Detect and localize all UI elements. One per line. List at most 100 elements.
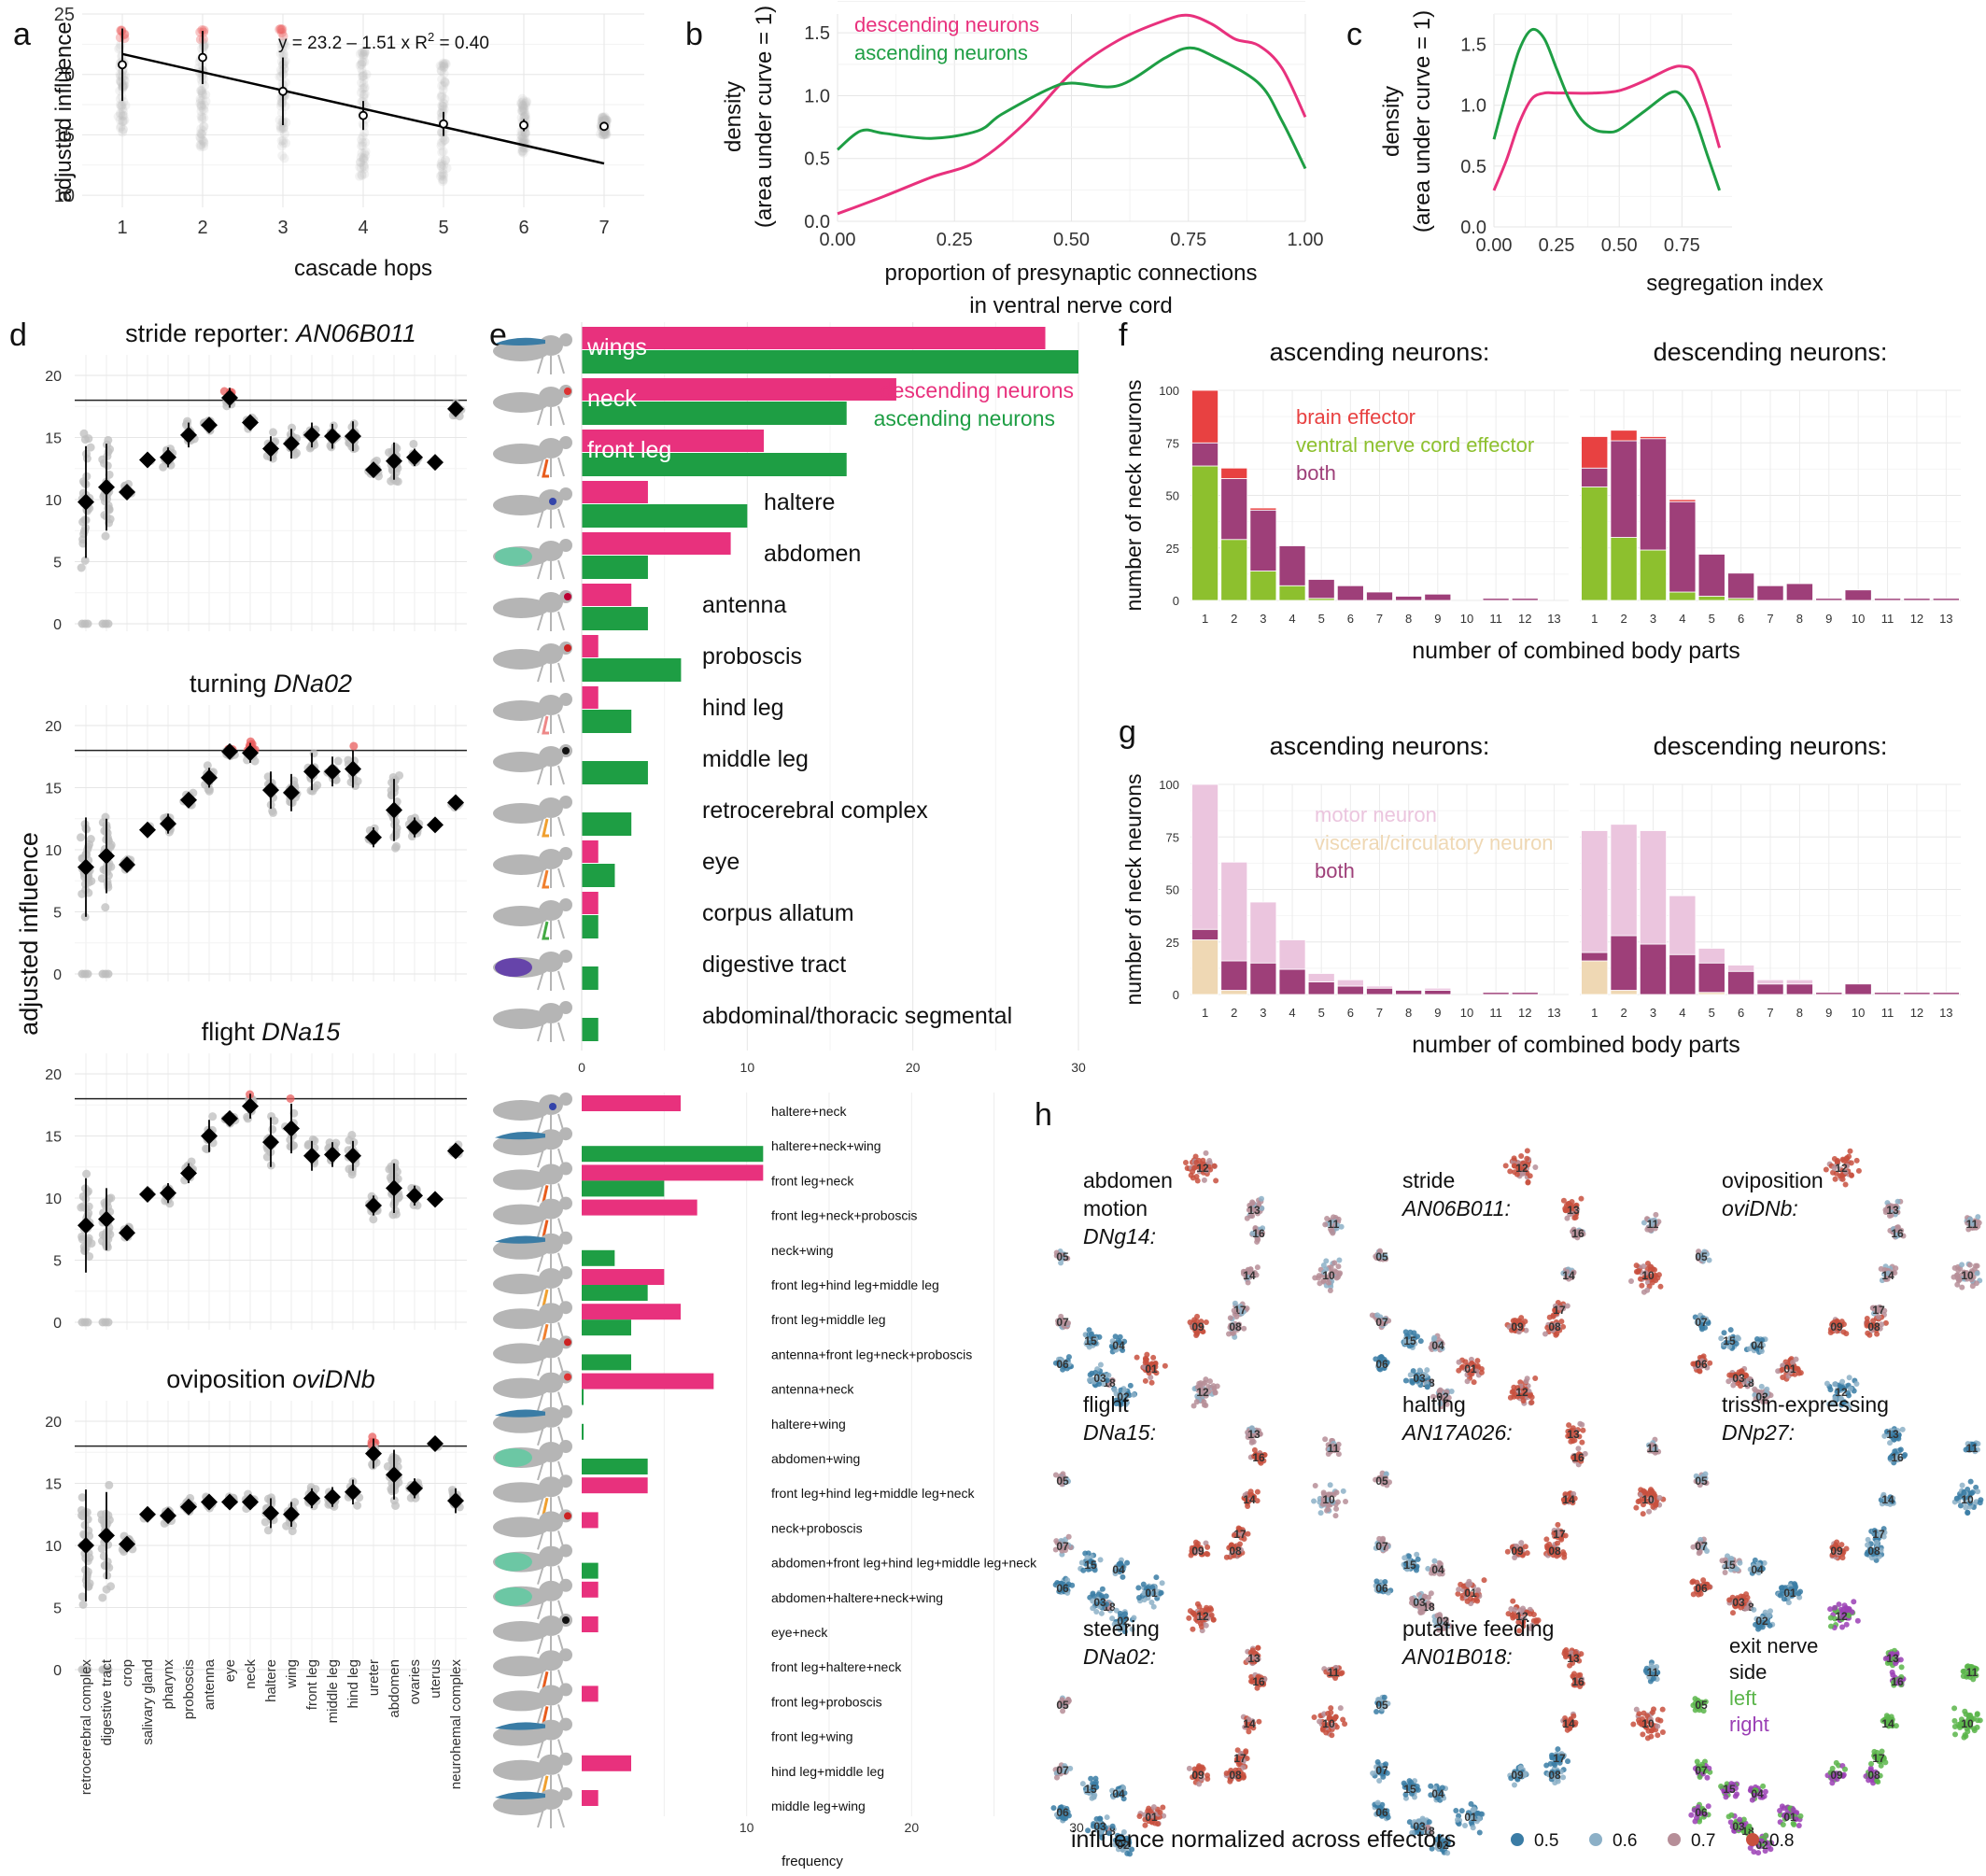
data-point (278, 138, 289, 148)
panel-letter-d: d (9, 317, 27, 353)
facet-title: ascending neurons: (1270, 338, 1490, 366)
data-point (198, 42, 208, 52)
umap-point (1524, 1155, 1530, 1162)
bar-ascending (582, 966, 599, 990)
data-point (517, 134, 528, 144)
cluster-label: 01 (1145, 1587, 1158, 1600)
data-point (278, 31, 289, 41)
bar-segment-both (1279, 969, 1306, 994)
data-point (98, 1593, 107, 1602)
umap-point (1159, 1580, 1165, 1587)
cluster-label: 11 (1647, 1442, 1659, 1455)
bar-segment-vnc (1669, 592, 1696, 600)
bar-descending (582, 327, 1046, 349)
x-tick-label: 13 (1547, 612, 1560, 626)
fly-thorax (539, 1754, 563, 1775)
umap-point (1843, 1155, 1850, 1162)
x-tick-label: neck (243, 1659, 259, 1689)
fly-thorax (539, 797, 563, 818)
fly-thorax (539, 643, 563, 664)
bar-segment-both (1337, 585, 1364, 600)
data-point (203, 761, 212, 770)
umap-point (1532, 1164, 1539, 1170)
bar-descending (582, 635, 599, 657)
fly-wing-highlight (495, 1791, 545, 1799)
umap-point (1633, 1262, 1640, 1269)
panel-d: stride reporter: AN06B01105101520turning… (15, 319, 467, 1795)
x-tick-label: 1 (1591, 612, 1598, 626)
bar-label: neck+wing (771, 1243, 834, 1258)
fly-head (559, 693, 572, 706)
bar-label: hind leg+middle leg (771, 1764, 884, 1779)
bar-segment-both (1337, 986, 1364, 994)
umap-panel: 101112131415161718080901050704060302stri… (1369, 1148, 1664, 1410)
cluster-label: 10 (1961, 1269, 1974, 1282)
bar-descending (582, 481, 648, 503)
fly-legs (537, 970, 565, 991)
umap-point (1725, 1378, 1732, 1385)
x-tick-label: 5 (1709, 1006, 1715, 1020)
y-tick-label: 0 (1173, 594, 1179, 608)
cluster-label: 16 (1571, 1227, 1585, 1240)
bar-ascending (582, 1285, 648, 1301)
fly-body-icon (493, 1404, 572, 1446)
cluster-label: 07 (1375, 1316, 1388, 1329)
umap-point (1211, 1163, 1218, 1169)
x-tick-label: 20 (905, 1820, 920, 1835)
umap-point (1340, 1488, 1346, 1494)
bar-descending (582, 1790, 599, 1806)
y-tick-label: 0 (53, 617, 62, 633)
bar-segment-vnc (1249, 571, 1276, 600)
x-tick-label: haltere (263, 1659, 279, 1702)
mean-diamond (406, 448, 423, 466)
data-point (195, 98, 205, 108)
fly-body-icon (493, 1683, 572, 1725)
data-point (279, 38, 289, 49)
bar-label: haltere+neck+wing (771, 1138, 881, 1153)
mean-diamond (427, 1191, 444, 1208)
data-point (199, 141, 209, 151)
mean-diamond (139, 1186, 156, 1204)
y-tick-label: 10 (45, 843, 62, 859)
y-axis-label: density (1379, 86, 1404, 157)
fly-head (559, 1717, 572, 1731)
data-point (199, 40, 209, 50)
y-tick-label: 75 (1166, 436, 1179, 450)
y-tick-label: 20 (45, 1067, 62, 1083)
bar-descending (582, 584, 632, 606)
x-tick-label: 20 (906, 1060, 921, 1075)
x-tick-label: abdomen (387, 1659, 402, 1718)
bar-segment-both (1669, 501, 1696, 592)
bar-segment-both (1727, 572, 1754, 599)
cluster-label: 05 (1056, 1250, 1069, 1263)
data-point (369, 1215, 378, 1224)
data-point (358, 71, 368, 81)
umap-point (1579, 1439, 1585, 1446)
bar-label: front leg+haltere+neck (771, 1659, 902, 1674)
umap-point (1424, 1384, 1430, 1390)
bar-ascending (582, 710, 632, 733)
data-point (276, 124, 287, 134)
legend-motor-neuron: motor neuron (1315, 803, 1437, 826)
fly-wing-highlight (495, 1409, 545, 1418)
y-tick-label: 50 (1166, 489, 1179, 503)
x-tick-label: 0.00 (1476, 235, 1513, 256)
density-line-0 (1492, 64, 1722, 191)
data-point (353, 1501, 362, 1510)
umap-point (1312, 1483, 1318, 1489)
umap-point (1190, 1175, 1196, 1181)
bar-segment-motor (1220, 862, 1247, 961)
legend-both: both (1315, 859, 1355, 882)
fly-legs (537, 867, 565, 888)
data-point (349, 741, 359, 751)
data-point (199, 121, 209, 132)
data-point (196, 129, 206, 139)
bar-ascending (582, 915, 599, 938)
data-point (86, 443, 95, 452)
umap-point (1561, 1554, 1568, 1560)
bar-segment-both (1279, 545, 1306, 586)
x-tick-label: 7 (599, 218, 609, 238)
data-point (196, 85, 206, 95)
bar-segment-both (1308, 579, 1335, 599)
umap-title-line1: abdomen (1083, 1168, 1173, 1192)
